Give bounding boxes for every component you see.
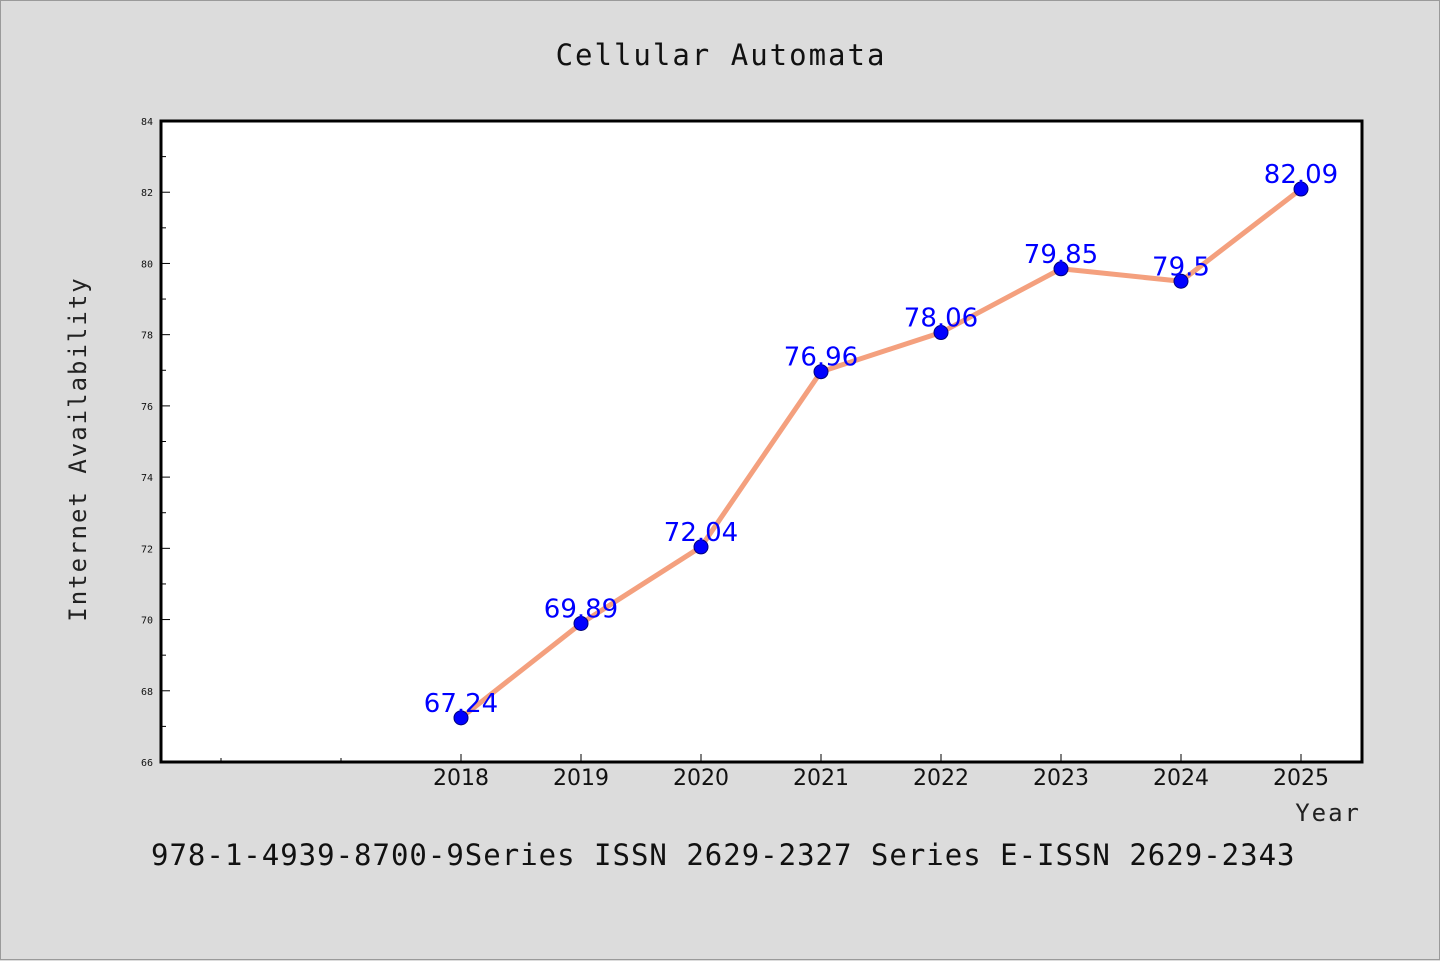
data-point <box>453 710 469 726</box>
x-tick-label: 2021 <box>793 766 849 791</box>
y-tick-label: 66 <box>141 758 153 769</box>
x-tick-label: 2019 <box>553 766 609 791</box>
data-label: 67.24 <box>424 689 498 719</box>
x-tick-label: 2018 <box>433 766 489 791</box>
y-tick-label: 84 <box>141 117 153 128</box>
data-markers <box>453 181 1309 726</box>
y-axis-ticks: 66 68 70 72 74 76 78 80 82 84 <box>141 117 170 769</box>
data-label: 82.09 <box>1264 160 1338 190</box>
y-tick-label: 82 <box>141 188 153 199</box>
y-tick-label: 78 <box>141 331 153 342</box>
y-tick-label: 76 <box>141 402 153 413</box>
y-axis-title: Internet Availability <box>64 276 92 621</box>
x-tick-label: 2025 <box>1273 766 1329 791</box>
x-axis-title: Year <box>1295 799 1361 827</box>
footer-text: 978-1-4939-8700-9Series ISSN 2629-2327 S… <box>151 838 1296 872</box>
data-point <box>1293 181 1309 197</box>
x-tick-label: 2024 <box>1153 766 1209 791</box>
y-tick-label: 70 <box>141 616 153 627</box>
data-point <box>693 539 709 555</box>
data-label: 69.89 <box>544 594 618 624</box>
y-tick-label: 74 <box>141 473 153 484</box>
x-axis-ticks: 2018 2019 2020 2021 2022 2023 2024 2025 <box>220 754 1329 791</box>
chart-title: Cellular Automata <box>556 38 887 72</box>
data-point <box>1053 261 1069 277</box>
data-label: 79.85 <box>1024 240 1098 270</box>
data-label: 72.04 <box>664 518 738 548</box>
x-tick-label: 2020 <box>673 766 729 791</box>
y-tick-label: 72 <box>141 544 153 555</box>
data-point <box>813 364 829 380</box>
series-line <box>458 186 1304 721</box>
data-label: 79.5 <box>1152 252 1210 282</box>
data-point <box>573 615 589 631</box>
x-tick-label: 2023 <box>1033 766 1089 791</box>
y-tick-label: 80 <box>141 259 153 270</box>
data-labels: 67.24 69.89 72.04 76.96 78.06 79.85 79.5 82.09 <box>424 160 1338 719</box>
data-point <box>1173 273 1189 289</box>
data-label: 76.96 <box>784 343 858 373</box>
plot-area <box>159 119 1364 764</box>
y-tick-label: 68 <box>141 687 153 698</box>
data-label: 78.06 <box>904 304 978 334</box>
data-point <box>933 325 949 341</box>
x-tick-label: 2022 <box>913 766 969 791</box>
